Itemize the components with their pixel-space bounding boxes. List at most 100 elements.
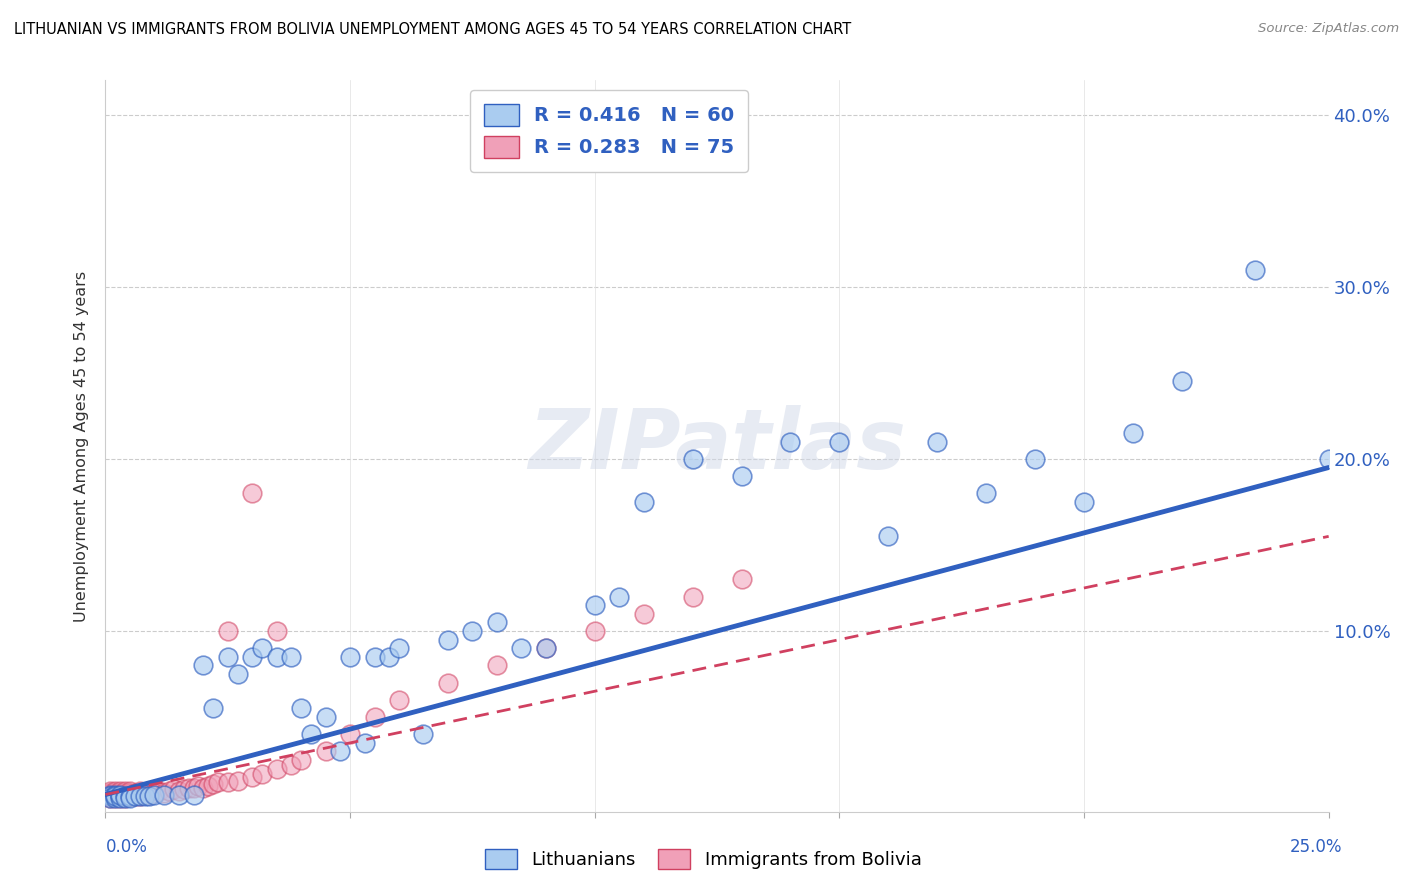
Point bbox=[779, 434, 801, 449]
Point bbox=[98, 788, 121, 802]
Point bbox=[217, 649, 239, 664]
Point bbox=[197, 779, 219, 793]
Point bbox=[250, 641, 273, 656]
Point bbox=[167, 788, 190, 802]
Point bbox=[98, 789, 121, 804]
Point bbox=[138, 788, 160, 802]
Point bbox=[98, 791, 121, 805]
Legend: R = 0.416   N = 60, R = 0.283   N = 75: R = 0.416 N = 60, R = 0.283 N = 75 bbox=[470, 90, 748, 172]
Point bbox=[138, 784, 160, 798]
Point bbox=[193, 780, 215, 795]
Point bbox=[108, 788, 131, 802]
Point bbox=[730, 573, 752, 587]
Point bbox=[730, 469, 752, 483]
Point bbox=[157, 784, 180, 798]
Point bbox=[412, 727, 434, 741]
Point bbox=[193, 658, 215, 673]
Point bbox=[583, 598, 606, 612]
Point bbox=[114, 789, 136, 804]
Point bbox=[118, 789, 141, 804]
Point bbox=[143, 788, 166, 802]
Point bbox=[108, 791, 131, 805]
Point bbox=[339, 727, 361, 741]
Point bbox=[134, 789, 156, 804]
Point bbox=[1024, 451, 1046, 466]
Point bbox=[299, 727, 322, 741]
Point bbox=[633, 495, 655, 509]
Point bbox=[1073, 495, 1095, 509]
Point bbox=[114, 791, 136, 805]
Point bbox=[250, 767, 273, 781]
Point bbox=[363, 649, 385, 664]
Point bbox=[183, 780, 205, 795]
Text: 25.0%: 25.0% bbox=[1291, 838, 1343, 855]
Point bbox=[98, 788, 121, 802]
Point bbox=[114, 789, 136, 804]
Point bbox=[163, 782, 186, 797]
Point bbox=[98, 786, 121, 800]
Point bbox=[153, 786, 176, 800]
Point bbox=[363, 710, 385, 724]
Text: Source: ZipAtlas.com: Source: ZipAtlas.com bbox=[1258, 22, 1399, 36]
Point bbox=[633, 607, 655, 621]
Point bbox=[148, 784, 170, 798]
Point bbox=[104, 791, 127, 805]
Point bbox=[828, 434, 851, 449]
Point bbox=[226, 667, 249, 681]
Point bbox=[290, 753, 312, 767]
Text: ZIPatlas: ZIPatlas bbox=[529, 406, 905, 486]
Point bbox=[682, 590, 704, 604]
Point bbox=[187, 779, 209, 793]
Point bbox=[118, 791, 141, 805]
Point bbox=[461, 624, 484, 638]
Point bbox=[167, 784, 190, 798]
Point bbox=[315, 744, 337, 758]
Point bbox=[240, 770, 263, 784]
Point bbox=[607, 590, 630, 604]
Point bbox=[104, 789, 127, 804]
Point bbox=[183, 788, 205, 802]
Point bbox=[104, 788, 127, 802]
Point bbox=[114, 791, 136, 805]
Point bbox=[202, 777, 225, 791]
Point bbox=[98, 788, 121, 802]
Point bbox=[108, 789, 131, 804]
Point bbox=[266, 649, 288, 664]
Point bbox=[173, 782, 195, 797]
Point bbox=[124, 788, 146, 802]
Point bbox=[378, 649, 401, 664]
Point bbox=[353, 736, 375, 750]
Point bbox=[124, 789, 146, 804]
Point bbox=[98, 791, 121, 805]
Point bbox=[266, 624, 288, 638]
Point bbox=[217, 624, 239, 638]
Point bbox=[437, 675, 460, 690]
Point bbox=[240, 486, 263, 500]
Point bbox=[138, 789, 160, 804]
Point bbox=[534, 641, 557, 656]
Point bbox=[98, 789, 121, 804]
Point bbox=[108, 784, 131, 798]
Point bbox=[485, 658, 508, 673]
Point bbox=[128, 788, 150, 802]
Point bbox=[98, 786, 121, 800]
Point bbox=[108, 789, 131, 804]
Point bbox=[927, 434, 949, 449]
Point bbox=[134, 788, 156, 802]
Point bbox=[1171, 375, 1194, 389]
Point bbox=[1122, 426, 1144, 441]
Point bbox=[339, 649, 361, 664]
Point bbox=[114, 788, 136, 802]
Point bbox=[104, 789, 127, 804]
Point bbox=[143, 786, 166, 800]
Point bbox=[108, 791, 131, 805]
Point bbox=[207, 775, 229, 789]
Point bbox=[118, 786, 141, 800]
Point bbox=[437, 632, 460, 647]
Point bbox=[134, 786, 156, 800]
Point bbox=[128, 784, 150, 798]
Point bbox=[682, 451, 704, 466]
Point bbox=[124, 789, 146, 804]
Point bbox=[485, 615, 508, 630]
Point bbox=[315, 710, 337, 724]
